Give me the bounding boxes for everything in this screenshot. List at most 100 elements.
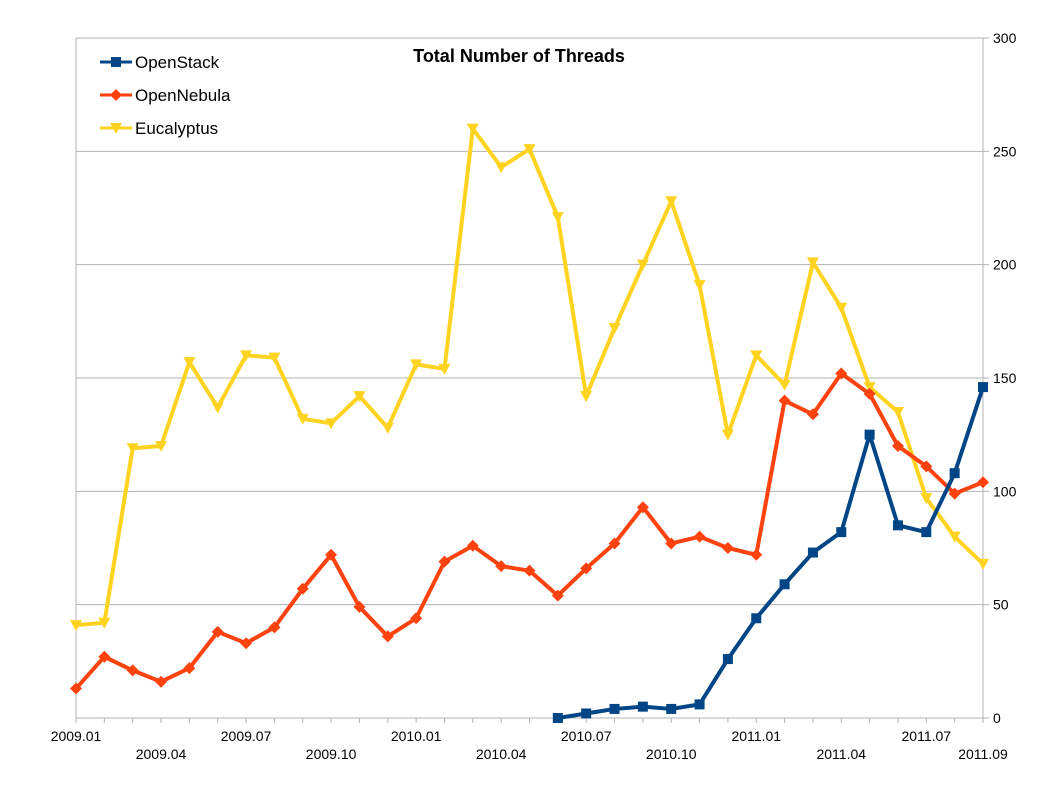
data-point-openstack [892, 520, 903, 531]
legend-item-opennebula: OpenNebula [100, 86, 231, 105]
data-point-openstack [694, 699, 705, 710]
legend-label-eucalyptus: Eucalyptus [135, 119, 218, 138]
data-point-opennebula [70, 682, 82, 695]
data-point-opennebula [665, 537, 678, 550]
x-tick-label: 2010.04 [476, 746, 527, 762]
y-tick-label: 300 [993, 30, 1017, 46]
x-tick-label: 2010.01 [391, 728, 442, 744]
data-point-openstack [779, 579, 790, 590]
x-tick-label: 2009.10 [306, 746, 357, 762]
data-point-opennebula [466, 539, 479, 552]
data-point-eucalyptus [466, 123, 479, 135]
data-point-eucalyptus [98, 617, 111, 629]
y-tick-label: 250 [993, 143, 1017, 159]
x-tick-label: 2010.10 [646, 746, 697, 762]
data-point-opennebula [155, 675, 168, 688]
data-point-eucalyptus [665, 196, 678, 208]
legend-marker-openstack [111, 57, 121, 67]
data-point-opennebula [98, 650, 111, 663]
data-point-opennebula [806, 408, 819, 421]
series-eucalyptus [70, 123, 989, 632]
series-line-openstack [557, 386, 985, 720]
data-point-eucalyptus [835, 302, 848, 314]
data-point-opennebula [977, 476, 989, 489]
data-point-opennebula [325, 548, 338, 561]
y-tick-label: 50 [993, 597, 1009, 613]
data-point-eucalyptus [353, 391, 366, 403]
series-opennebula [70, 367, 989, 695]
data-point-openstack [864, 429, 875, 440]
x-tick-label: 2011.09 [958, 746, 1008, 762]
x-tick-label: 2011.07 [902, 728, 952, 744]
data-point-eucalyptus [608, 323, 621, 335]
data-point-opennebula [381, 630, 394, 643]
data-point-eucalyptus [240, 350, 253, 362]
series-layer [70, 123, 989, 723]
data-point-eucalyptus [948, 531, 961, 543]
data-point-eucalyptus [750, 350, 763, 362]
data-point-eucalyptus [296, 413, 309, 425]
y-tick-label: 200 [993, 257, 1017, 273]
data-point-opennebula [948, 487, 961, 500]
data-point-eucalyptus [891, 407, 904, 418]
legend-label-openstack: OpenStack [135, 53, 220, 72]
data-point-opennebula [410, 612, 423, 625]
data-point-opennebula [891, 440, 904, 452]
data-point-opennebula [778, 394, 791, 407]
data-point-openstack [581, 708, 592, 719]
series-openstack [552, 382, 988, 723]
data-point-openstack [921, 527, 932, 538]
data-point-opennebula [523, 564, 536, 577]
data-point-eucalyptus [863, 382, 876, 394]
legend-item-eucalyptus: Eucalyptus [100, 119, 218, 138]
data-point-opennebula [353, 600, 366, 613]
data-point-openstack [666, 703, 677, 714]
data-point-eucalyptus [183, 357, 196, 369]
data-point-eucalyptus [977, 558, 989, 570]
data-point-opennebula [296, 582, 309, 595]
data-point-opennebula [721, 542, 734, 554]
data-point-opennebula [636, 501, 649, 514]
data-point-opennebula [438, 555, 451, 568]
data-point-opennebula [551, 589, 564, 602]
data-point-opennebula [495, 560, 508, 573]
legend-label-opennebula: OpenNebula [135, 86, 231, 105]
x-tick-label: 2009.01 [51, 728, 102, 744]
data-point-eucalyptus [155, 441, 168, 452]
data-point-eucalyptus [381, 422, 394, 434]
data-point-openstack [978, 382, 988, 393]
data-point-eucalyptus [693, 280, 706, 292]
data-point-eucalyptus [551, 212, 564, 224]
data-point-eucalyptus [580, 391, 593, 403]
chart-title: Total Number of Threads [413, 46, 625, 66]
data-point-eucalyptus [70, 620, 82, 632]
data-point-eucalyptus [410, 359, 423, 371]
data-point-opennebula [211, 625, 224, 638]
legend-item-openstack: OpenStack [100, 53, 220, 72]
data-point-eucalyptus [778, 379, 791, 391]
x-tick-label: 2011.04 [816, 746, 866, 762]
y-tick-label: 0 [993, 710, 1001, 726]
data-point-opennebula [580, 562, 593, 575]
data-point-eucalyptus [920, 493, 933, 505]
legend: OpenStack OpenNebula Eucalyptus [100, 53, 231, 138]
y-tick-label: 150 [993, 370, 1017, 386]
data-point-opennebula [750, 548, 763, 561]
data-point-opennebula [920, 460, 933, 473]
legend-marker-opennebula [110, 89, 122, 101]
data-point-eucalyptus [636, 259, 649, 271]
series-line-opennebula [74, 371, 984, 690]
data-point-eucalyptus [325, 418, 338, 430]
data-point-opennebula [268, 621, 281, 634]
data-point-openstack [836, 527, 847, 538]
data-point-opennebula [240, 637, 253, 650]
x-tick-label: 2011.01 [731, 728, 781, 744]
data-point-openstack [807, 547, 818, 558]
data-point-eucalyptus [495, 162, 508, 174]
data-point-opennebula [608, 537, 621, 550]
data-point-eucalyptus [721, 429, 734, 441]
data-point-opennebula [126, 664, 139, 677]
data-point-openstack [751, 613, 762, 624]
data-point-eucalyptus [268, 352, 281, 364]
